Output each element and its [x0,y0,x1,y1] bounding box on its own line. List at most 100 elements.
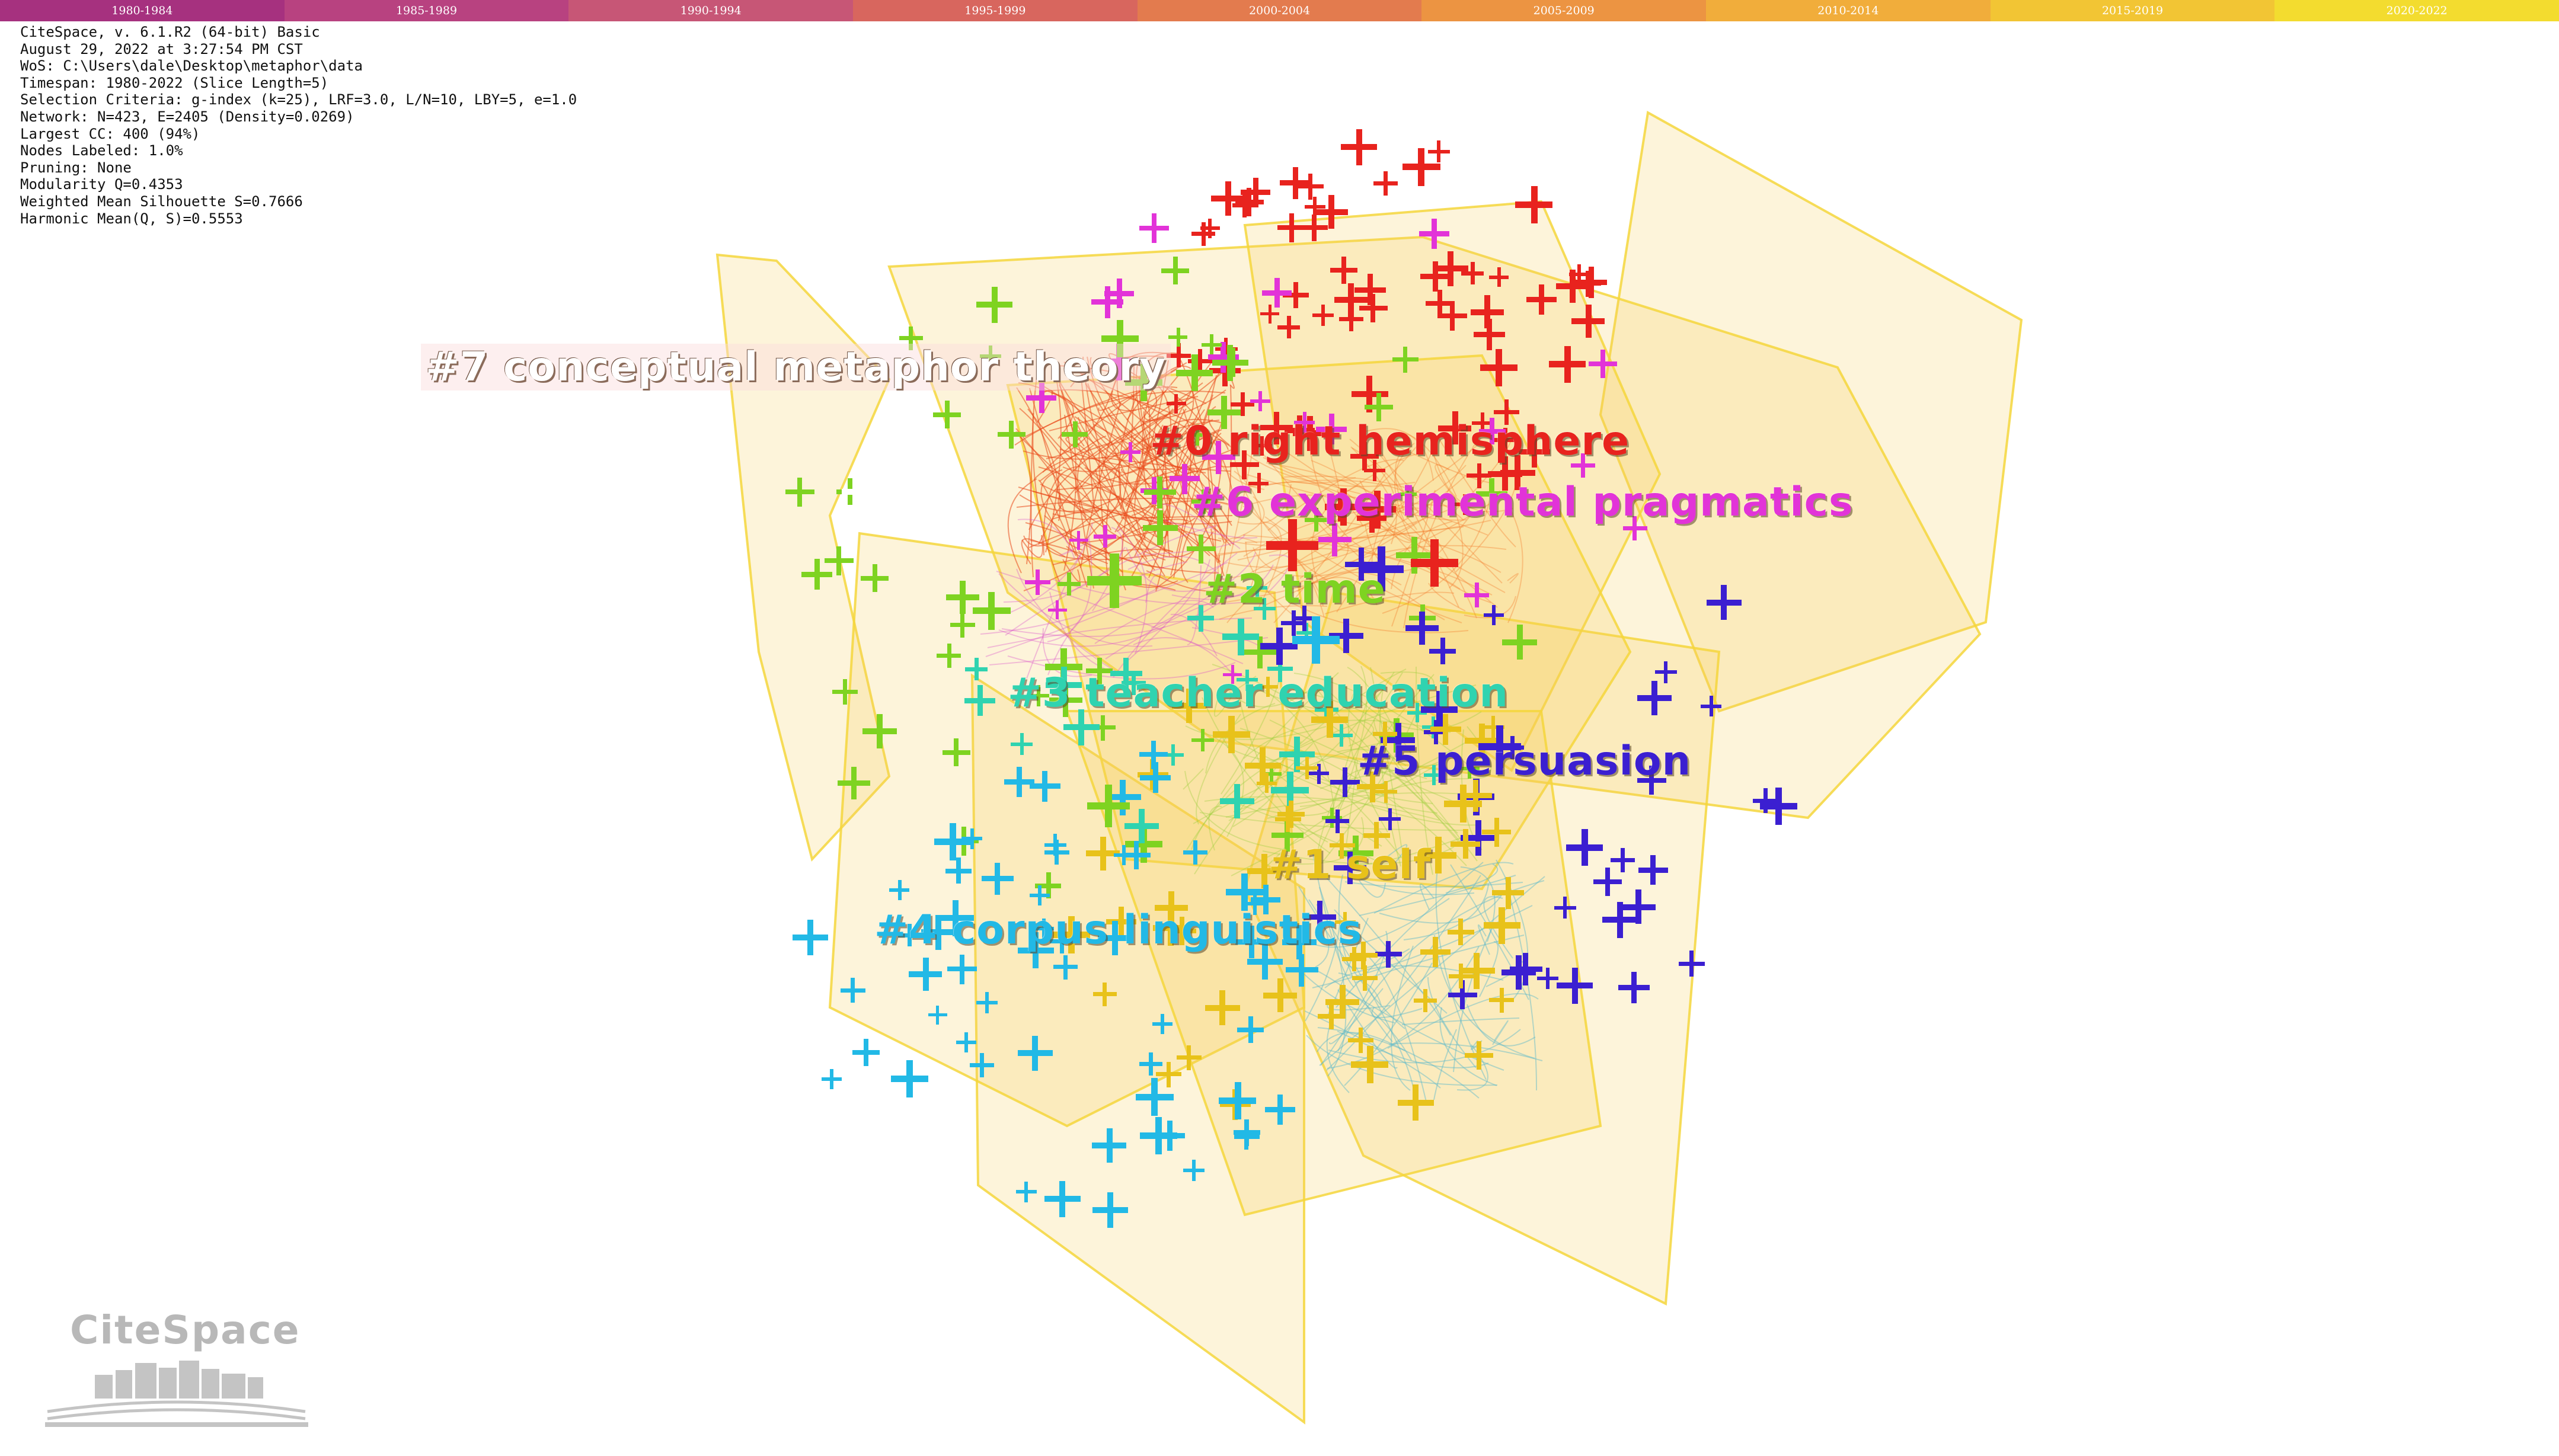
network-link [1387,993,1539,1049]
network-node [973,592,1011,630]
network-node [1208,342,1239,373]
network-node [1325,809,1349,833]
network-node [1044,840,1069,865]
network-node [1260,305,1279,324]
network-node [1339,307,1363,331]
network-link [1228,521,1417,568]
network-node [1329,619,1363,653]
network-link [987,617,1253,648]
network-link [1142,389,1226,423]
network-node [1448,919,1474,945]
network-node [1170,464,1200,494]
network-node [1212,345,1248,381]
network-node [1357,503,1386,533]
cluster-label: #0 right hemisphere [1150,418,1630,465]
info-line: August 29, 2022 at 3:27:54 PM CST [20,40,303,57]
network-link [1336,444,1436,613]
network-link [1094,382,1203,457]
network-node [1167,394,1186,414]
network-link [1158,503,1241,549]
network-link [1230,491,1324,607]
network-node [1283,282,1309,308]
network-node [1004,767,1034,797]
network-link [1282,770,1480,826]
network-link [1232,783,1275,827]
network-node [1028,685,1049,706]
network-node [1087,553,1142,608]
network-link [1028,414,1168,530]
network-node [1479,418,1506,444]
network-node [1025,569,1050,595]
network-link [1239,479,1418,499]
network-link [1283,475,1464,521]
network-link [1233,671,1395,812]
network-node [1305,508,1328,532]
network-link [1050,392,1074,439]
network-link [1359,428,1434,481]
network-node [1459,953,1495,989]
network-node [1044,1181,1081,1217]
network-node [1467,463,1491,488]
network-node [1419,219,1449,249]
timeline-segment: 2015-2019 [1990,0,2275,21]
network-node [1125,364,1162,401]
network-node [1106,907,1136,937]
network-node [1318,523,1352,556]
network-node [1363,822,1390,849]
network-node [1478,725,1521,768]
network-link [1210,528,1220,564]
network-node [1220,784,1254,818]
network-link [1467,1004,1536,1047]
timeline-segment: 1995-1999 [853,0,1138,21]
network-node [1187,605,1214,632]
network-link [1127,555,1227,584]
network-node [1139,1052,1162,1076]
network-node [1294,412,1315,433]
network-node [1191,729,1214,751]
network-node [1191,222,1215,246]
network-node [943,738,970,766]
network-node [1375,781,1397,803]
timeline-segment: 2000-2004 [1137,0,1422,21]
network-node [1093,983,1117,1006]
network-link [1354,837,1462,865]
network-node [1322,808,1342,828]
network-node [1244,636,1276,668]
network-node [1460,780,1492,812]
network-link [1507,573,1519,584]
network-link [1114,360,1169,533]
network-node [1265,1095,1295,1125]
network-node [1155,1121,1185,1151]
network-link [1208,805,1222,851]
network-link [1306,1035,1498,1086]
network-node [980,345,1001,367]
network-node [1281,610,1306,636]
network-link [1145,574,1169,603]
network-node [1122,671,1146,695]
network-node [1304,901,1336,933]
network-node [1429,638,1456,664]
network-link [1403,884,1489,940]
network-node [970,1053,994,1077]
network-node [1348,1028,1373,1053]
network-link [1264,481,1364,527]
network-node [1247,577,1267,598]
network-node [1515,186,1552,223]
network-link [1032,491,1111,531]
info-line: WoS: C:\Users\dale\Desktop\metaphor\data [20,57,363,75]
network-link [1229,687,1314,708]
network-node [1637,681,1672,715]
network-link [1044,515,1219,574]
network-node [1637,766,1666,795]
network-link [1199,812,1469,831]
network-node [1433,251,1468,286]
network-link [1380,671,1435,689]
network-node [1257,773,1277,793]
network-node [1277,801,1305,828]
network-node [1156,1062,1181,1087]
network-link [1337,989,1398,1069]
network-link [1018,382,1152,451]
network-link [1110,448,1159,568]
network-node [1248,473,1269,493]
network-link [1052,509,1146,540]
